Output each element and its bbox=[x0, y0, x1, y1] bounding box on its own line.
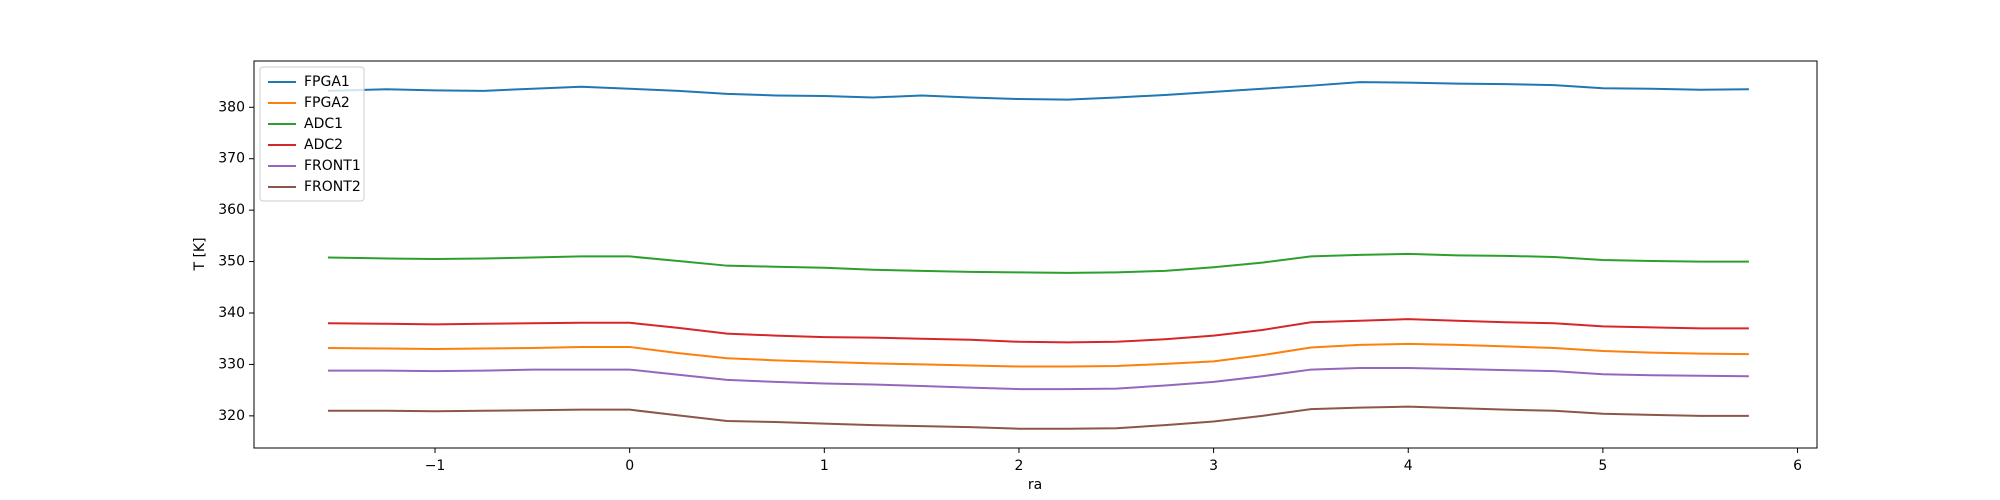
series-line bbox=[327, 342, 1749, 368]
y-tick-label: 330 bbox=[218, 356, 245, 372]
x-tick-label: 4 bbox=[1404, 458, 1413, 474]
legend-label: ADC2 bbox=[304, 137, 343, 153]
plot-frame bbox=[253, 60, 1818, 449]
y-tick-label: 360 bbox=[218, 202, 245, 218]
series-line bbox=[327, 405, 1749, 430]
legend-label: ADC1 bbox=[304, 116, 343, 132]
y-axis-label: T [K] bbox=[192, 237, 208, 271]
y-tick-label: 380 bbox=[218, 99, 245, 115]
x-tick-label: −1 bbox=[425, 458, 446, 474]
x-tick-label: 2 bbox=[1014, 458, 1023, 474]
legend-box bbox=[259, 66, 365, 202]
x-tick-label: 6 bbox=[1793, 458, 1802, 474]
x-tick-label: 3 bbox=[1209, 458, 1218, 474]
series-line bbox=[327, 252, 1749, 274]
series-line bbox=[327, 318, 1749, 344]
x-tick-label: 1 bbox=[820, 458, 829, 474]
y-tick-label: 320 bbox=[218, 408, 245, 424]
y-tick-label: 350 bbox=[218, 254, 245, 270]
y-tick-label: 370 bbox=[218, 151, 245, 167]
series-line bbox=[327, 81, 1749, 101]
legend-label: FRONT1 bbox=[304, 158, 361, 174]
legend-label: FRONT2 bbox=[304, 179, 361, 195]
x-axis-label: ra bbox=[1028, 477, 1042, 493]
series-line bbox=[327, 367, 1749, 391]
x-tick-label: 5 bbox=[1598, 458, 1607, 474]
y-tick-label: 340 bbox=[218, 305, 245, 321]
legend-label: FPGA1 bbox=[304, 74, 350, 90]
legend-label: FPGA2 bbox=[304, 95, 350, 111]
x-tick-label: 0 bbox=[625, 458, 634, 474]
